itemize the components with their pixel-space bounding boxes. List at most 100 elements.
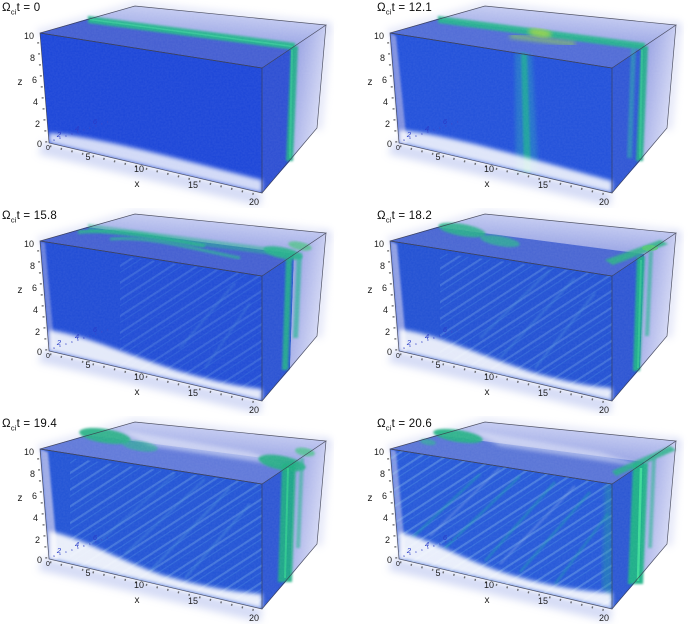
z-axis-label: z [368, 285, 373, 296]
z-tick-8: 8 [30, 469, 35, 479]
omega-subscript: ci [10, 423, 17, 433]
x-tick-20: 20 [249, 197, 259, 207]
box-wireframe [39, 5, 328, 194]
volume [40, 422, 326, 609]
time-value: 18.2 [408, 210, 432, 222]
omega-subscript: ci [385, 423, 392, 433]
z-tick-6: 6 [382, 491, 387, 501]
time-value: 15.8 [33, 210, 57, 222]
axis-labels: 0 0 2 4 6 8 10 z 5 10 15 20 x 2 4 6 [368, 239, 610, 415]
z-tick-2: 2 [385, 119, 390, 129]
x-tick-15: 15 [538, 596, 548, 606]
z-tick-0: 0 [387, 347, 392, 357]
volume [390, 214, 676, 401]
volume-render-t12-1: 0 0 2 4 6 8 10 z 5 10 15 20 x 2 4 6 [368, 2, 682, 207]
x-tick-15: 15 [538, 388, 548, 398]
z-tick-10: 10 [374, 447, 384, 457]
z-tick-8: 8 [380, 469, 385, 479]
grain [40, 214, 326, 401]
x-tick-15: 15 [188, 388, 198, 398]
x-tick-20: 20 [599, 405, 609, 415]
omega-symbol: Ω [377, 418, 386, 430]
time-value: 19.4 [33, 418, 57, 430]
panel-title: Ωcit = 20.6 [377, 418, 432, 432]
z-tick-8: 8 [380, 53, 385, 63]
time-prefix: t = [16, 418, 34, 430]
axis-labels: 0 0 2 4 6 8 10 z 5 10 15 20 x 2 4 6 [368, 447, 610, 623]
z-tick-8: 8 [30, 53, 35, 63]
z-tick-10: 10 [374, 31, 384, 41]
y-tick-4: 4 [75, 124, 79, 133]
time-value: 20.6 [408, 418, 432, 430]
panel-title: Ωcit = 19.4 [2, 418, 57, 432]
y-tick-2: 2 [406, 130, 412, 139]
y-tick-6: 6 [93, 533, 98, 542]
omega-subscript: ci [10, 215, 17, 225]
time-prefix: t = [391, 210, 409, 222]
y-tick-4: 4 [425, 124, 429, 133]
y-tick-4: 4 [425, 540, 429, 549]
x-tick-15: 15 [188, 180, 198, 190]
z-tick-0: 0 [37, 555, 42, 565]
panel-title: Ωcit = 15.8 [2, 210, 57, 224]
x-tick-20: 20 [599, 613, 609, 623]
x-tick-10: 10 [484, 372, 494, 382]
x-tick-10: 10 [134, 372, 144, 382]
y-tick-6: 6 [93, 325, 98, 334]
y-tick-6: 6 [443, 533, 448, 542]
x-tick-5: 5 [435, 152, 440, 162]
omega-symbol: Ω [2, 210, 11, 222]
y-tick-4: 4 [75, 540, 79, 549]
x-axis-label: x [135, 595, 140, 606]
z-tick-2: 2 [35, 119, 40, 129]
z-tick-6: 6 [32, 75, 37, 85]
z-tick-8: 8 [380, 261, 385, 271]
panel-title: Ωcit = 12.1 [377, 2, 432, 16]
x-tick-5: 5 [435, 360, 440, 370]
panel-t18-2: Ωcit = 18.2 [350, 208, 700, 416]
z-tick-4: 4 [383, 305, 388, 315]
box-wireframe [39, 421, 328, 610]
x-tick-15: 15 [188, 596, 198, 606]
z-tick-4: 4 [33, 97, 38, 107]
y-tick-2: 2 [56, 130, 62, 139]
origin-label: 0 [396, 353, 400, 360]
volume-render-t20-6: 0 0 2 4 6 8 10 z 5 10 15 20 x 2 4 6 [368, 418, 682, 623]
time-prefix: t = [16, 210, 34, 222]
z-axis-label: z [18, 285, 23, 296]
volume [390, 422, 676, 609]
grain [390, 6, 676, 193]
x-tick-10: 10 [134, 164, 144, 174]
x-tick-10: 10 [134, 580, 144, 590]
grain [40, 422, 326, 609]
z-tick-2: 2 [385, 535, 390, 545]
y-tick-2: 2 [406, 338, 412, 347]
omega-symbol: Ω [2, 418, 11, 430]
z-tick-2: 2 [35, 535, 40, 545]
x-tick-10: 10 [484, 580, 494, 590]
x-axis-label: x [485, 595, 490, 606]
volume [40, 6, 326, 193]
panel-t0: Ωcit = 0 [0, 0, 350, 208]
z-tick-0: 0 [37, 139, 42, 149]
volume-render-t19-4: 0 0 2 4 6 8 10 z 5 10 15 20 x 2 4 6 [18, 418, 332, 623]
x-tick-20: 20 [249, 405, 259, 415]
omega-subscript: ci [385, 7, 392, 17]
z-tick-8: 8 [30, 261, 35, 271]
grain [390, 422, 676, 609]
volume [40, 214, 326, 401]
axis-labels: 0 0 2 4 6 8 10 z 5 10 15 20 x 2 4 6 [18, 447, 260, 623]
origin-label: 0 [396, 145, 400, 152]
z-tick-4: 4 [33, 513, 38, 523]
time-prefix: t = [16, 2, 34, 14]
y-tick-2: 2 [56, 546, 62, 555]
z-tick-0: 0 [37, 347, 42, 357]
z-tick-0: 0 [387, 139, 392, 149]
z-tick-10: 10 [374, 239, 384, 249]
panel-t19-4: Ωcit = 19.4 [0, 416, 350, 624]
z-tick-6: 6 [32, 283, 37, 293]
volume-render-t0: 0 0 2 4 6 8 10 z 5 10 15 20 x 2 4 6 [18, 2, 332, 207]
origin-label: 0 [46, 561, 50, 568]
panel-t15-8: Ωcit = 15.8 [0, 208, 350, 416]
x-tick-20: 20 [599, 197, 609, 207]
